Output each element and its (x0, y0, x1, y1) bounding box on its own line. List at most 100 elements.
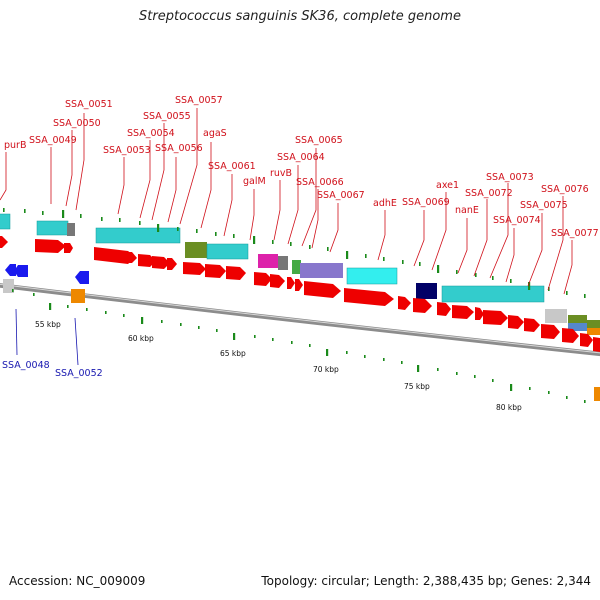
lower-tick (86, 308, 88, 311)
cds-arrow (205, 264, 226, 278)
accession-text: Accession: NC_009009 (9, 574, 146, 588)
gene-label-reverse: SSA_0052 (55, 368, 103, 379)
cds-arrow (295, 279, 303, 291)
cds-arrow (167, 258, 177, 270)
cds-arrow (593, 337, 600, 352)
gene-label: agaS (203, 128, 227, 139)
upper-tick (437, 265, 440, 273)
cog-block (292, 260, 301, 274)
upper-tick (24, 209, 26, 213)
lower-tick (254, 335, 256, 338)
gene-label: adhE (373, 198, 397, 209)
tick-label: 55 kbp (35, 320, 61, 329)
gene-label: SSA_0053 (103, 145, 151, 156)
upper-tick (196, 229, 198, 233)
upper-tick (80, 214, 82, 218)
upper-tick (584, 294, 586, 298)
upper-tick (42, 211, 44, 215)
upper-tick (327, 247, 329, 251)
cog-block (67, 223, 75, 236)
cog-block (278, 256, 288, 270)
cog-block (258, 254, 278, 268)
cds-arrow (413, 298, 432, 313)
lower-tick (161, 320, 163, 323)
label-leader-line (311, 189, 319, 249)
label-leader-line (377, 210, 386, 261)
gene-label: SSA_0057 (175, 95, 223, 106)
gene-label: axe1 (436, 180, 459, 191)
gene-label: SSA_0065 (295, 135, 343, 146)
cog-block (545, 309, 567, 323)
label-leader-line (249, 189, 255, 241)
gene-label: SSA_0061 (208, 161, 256, 172)
label-leader-line (457, 218, 468, 274)
cog-block (36, 220, 69, 236)
cog-block (568, 315, 587, 324)
gene-label: SSA_0067 (317, 190, 365, 201)
cds-arrow (475, 307, 484, 320)
label-leader-line (527, 213, 543, 287)
lower-tick (417, 365, 420, 372)
upper-tick (62, 210, 65, 218)
cds-arrow (64, 243, 73, 253)
label-leader-line (301, 148, 317, 247)
cds-arrow (35, 239, 66, 253)
gene-label: SSA_0072 (465, 188, 513, 199)
label-leader-line (413, 210, 425, 267)
cds-arrow (152, 256, 170, 269)
label-leader-line (167, 157, 177, 223)
lower-tick (529, 387, 531, 390)
label-leader-line (431, 192, 447, 271)
forward-label-lines (0, 108, 573, 295)
tick-label: 75 kbp (404, 382, 430, 391)
cds-reverse-track (5, 264, 89, 284)
label-leader-line (15, 308, 18, 356)
map-title: Streptococcus sanguinis SK36, complete g… (139, 9, 461, 24)
label-leader-line (117, 157, 125, 215)
upper-tick (419, 262, 421, 266)
upper-tick (157, 224, 160, 232)
upper-tick (215, 232, 217, 236)
cds-arrow (398, 296, 411, 310)
upper-tick (566, 291, 568, 295)
lower-tick (364, 355, 366, 358)
upper-tick (548, 287, 550, 291)
lower-tick-row (12, 289, 586, 403)
label-leader-line (223, 174, 233, 237)
cog-block-reverse (71, 289, 85, 303)
upper-tick (492, 276, 494, 280)
genome-summary-text: Topology: circular; Length: 2,388,435 bp… (261, 574, 591, 588)
cds-arrow (287, 277, 295, 289)
label-leader-line (505, 228, 515, 283)
lower-tick (105, 311, 107, 314)
tick-label: 80 kbp (496, 403, 522, 412)
cds-arrow (138, 254, 156, 267)
cds-arrow (483, 310, 508, 325)
label-leader-line (75, 113, 85, 211)
gene-label: SSA_0054 (127, 128, 175, 139)
lower-tick (216, 329, 218, 332)
upper-tick (456, 270, 458, 274)
cds-arrow (226, 266, 246, 280)
cog-block (587, 328, 600, 335)
upper-tick (365, 254, 367, 258)
label-leader-line (287, 165, 299, 245)
upper-tick (101, 217, 103, 221)
gene-label: nanE (455, 205, 479, 216)
lower-tick (141, 317, 144, 324)
lower-tick (383, 358, 385, 361)
cog-block (587, 320, 600, 329)
gene-label: ruvB (270, 168, 292, 179)
upper-tick (177, 227, 179, 231)
gene-label: SSA_0055 (143, 111, 191, 122)
upper-tick (119, 218, 121, 222)
cds-arrow (183, 262, 206, 275)
upper-tick (272, 240, 274, 244)
tick-labels: 55 kbp 60 kbp 65 kbp 70 kbp 75 kbp 80 kb… (35, 320, 522, 412)
lower-tick (123, 314, 125, 317)
gene-label: SSA_0050 (53, 118, 101, 129)
tick-label: 70 kbp (313, 365, 339, 374)
cog-block (300, 263, 343, 278)
upper-tick (402, 260, 404, 264)
